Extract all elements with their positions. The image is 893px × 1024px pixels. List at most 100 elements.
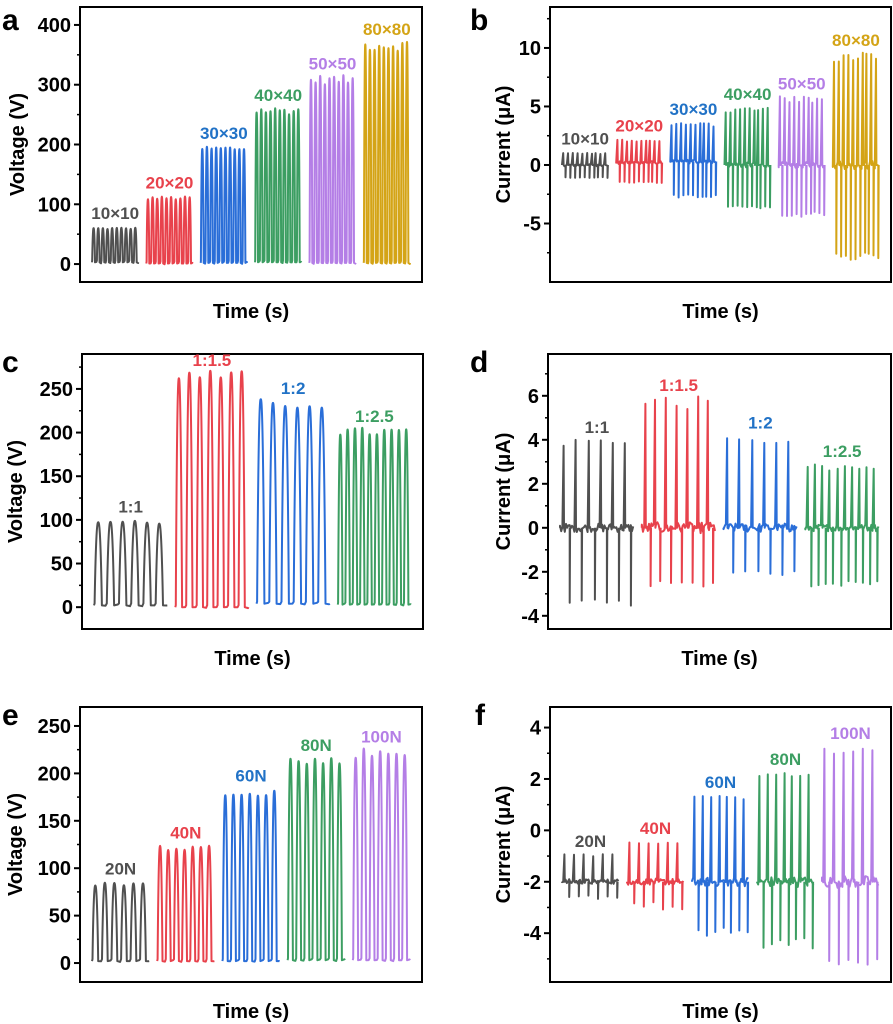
panel-letter: a (2, 4, 19, 37)
y-tick-label: 0 (62, 597, 73, 619)
series-60N: 60N (691, 773, 750, 937)
series-label: 1:2 (748, 414, 773, 433)
y-tick-label: 2 (528, 474, 539, 496)
series-label: 10×10 (91, 204, 139, 223)
series-label: 20×20 (146, 174, 194, 193)
plot-frame (549, 706, 892, 983)
panel-letter: f (475, 699, 486, 732)
series-label: 40N (640, 819, 671, 838)
series-label: 80N (301, 736, 332, 755)
series-20×20: 20×20 (615, 116, 663, 184)
panel-a: a 0 100 200 300 400 Time (s) Voltage (V) 10×10 20… (2, 4, 423, 323)
series-label: 1:1 (585, 418, 610, 437)
signal-trace (351, 747, 411, 963)
y-tick-label: 2 (530, 769, 541, 791)
y-axis: -4 -2 0 2 4 6 (521, 373, 548, 628)
signal-trace (308, 74, 357, 265)
y-tick-label: 200 (38, 135, 71, 157)
y-tick-label: 150 (40, 466, 73, 488)
series-1:2.5: 1:2.5 (336, 407, 412, 607)
y-tick-label: 100 (38, 194, 71, 216)
signal-trace (254, 107, 303, 264)
series-1:1.5: 1:1.5 (640, 376, 716, 588)
y-tick-label: 5 (530, 96, 541, 118)
series-label: 60N (705, 773, 736, 792)
series-label: 100N (830, 724, 871, 743)
x-axis-title: Time (s) (213, 301, 289, 323)
y-axis: 0 100 200 300 400 (38, 15, 80, 276)
panel-letter: e (2, 699, 19, 732)
y-tick-label: -2 (523, 872, 541, 894)
y-tick-label: 50 (51, 554, 73, 576)
series-1:2: 1:2 (722, 414, 798, 576)
x-axis-title: Time (s) (681, 648, 757, 670)
y-tick-label: 250 (38, 716, 71, 738)
series-label: 1:1.5 (193, 351, 232, 370)
y-tick-label: 50 (49, 906, 71, 928)
series-20N: 20N (561, 832, 620, 900)
signal-trace (626, 841, 685, 911)
panel-e: e 0 50 100 150 200 250 Time (s) Voltage (V) 20N 40… (2, 699, 423, 1023)
series-label: 20×20 (615, 116, 663, 135)
series-1:2: 1:2 (255, 379, 331, 606)
signal-trace (804, 463, 880, 588)
plot-frame (547, 353, 892, 630)
signal-trace (93, 519, 168, 608)
series-label: 80N (770, 750, 801, 769)
y-axis-title: Voltage (V) (5, 793, 27, 896)
panel-c: c 0 50 100 150 200 250 Time (s) Voltage (V) 1:1 1:… (2, 346, 424, 670)
series-label: 80×80 (363, 20, 411, 39)
series-80×80: 80×80 (831, 31, 880, 261)
series-10×10: 10×10 (561, 129, 609, 179)
signal-trace (561, 152, 609, 179)
series-label: 30×30 (670, 100, 718, 119)
y-axis-title: Current (μA) (493, 433, 515, 551)
y-tick-label: 0 (530, 820, 541, 842)
series-20×20: 20×20 (145, 174, 194, 266)
series-30×30: 30×30 (199, 124, 248, 265)
series-30×30: 30×30 (669, 100, 718, 199)
panel-d: d -4 -2 0 2 4 6 Time (s) Current (μA) 1:1 1:1.5 1:2… (470, 346, 892, 670)
signal-trace (156, 844, 215, 963)
y-tick-label: 0 (530, 155, 541, 177)
series-label: 50×50 (778, 74, 826, 93)
y-tick-label: 6 (528, 386, 539, 408)
signal-trace (286, 757, 346, 962)
plot-frame (549, 6, 892, 283)
series-label: 20N (105, 859, 136, 878)
series-40N: 40N (156, 823, 215, 963)
signal-trace (561, 853, 620, 900)
signal-trace (777, 95, 826, 218)
y-axis: -5 0 5 10 (519, 17, 550, 254)
y-tick-label: -4 (523, 923, 542, 945)
panel-b: b -5 0 5 10 Time (s) Current (μA) 10×10 20×20 30×… (470, 4, 892, 323)
signal-trace (831, 51, 880, 261)
signal-trace (669, 122, 718, 199)
series-label: 1:1.5 (659, 376, 698, 395)
y-tick-label: 150 (38, 811, 71, 833)
signal-trace (91, 881, 150, 963)
y-tick-label: 250 (40, 379, 73, 401)
y-tick-label: 4 (530, 718, 542, 740)
series-label: 60N (235, 766, 266, 785)
y-tick-label: 300 (38, 75, 71, 97)
signal-trace (722, 437, 798, 576)
panel-f: f -4 -2 0 2 4 Time (s) Current (μA) 20N 40N 60N 80N… (475, 699, 892, 1023)
y-axis: -4 -2 0 2 4 (523, 718, 550, 960)
series-label: 40×40 (724, 85, 772, 104)
series-40N: 40N (626, 819, 685, 911)
y-tick-label: 0 (60, 953, 71, 975)
y-tick-label: 10 (519, 38, 541, 60)
series-1:1.5: 1:1.5 (174, 351, 250, 610)
series-80N: 80N (286, 736, 346, 962)
series-1:1: 1:1 (559, 418, 635, 607)
y-tick-label: -2 (521, 562, 539, 584)
signal-trace (255, 398, 331, 606)
x-axis-title: Time (s) (682, 301, 758, 323)
x-axis-title: Time (s) (214, 648, 290, 670)
series-1:1: 1:1 (93, 498, 168, 608)
panel-letter: d (470, 346, 488, 379)
series-80×80: 80×80 (362, 20, 411, 265)
y-tick-label: 100 (40, 510, 73, 532)
